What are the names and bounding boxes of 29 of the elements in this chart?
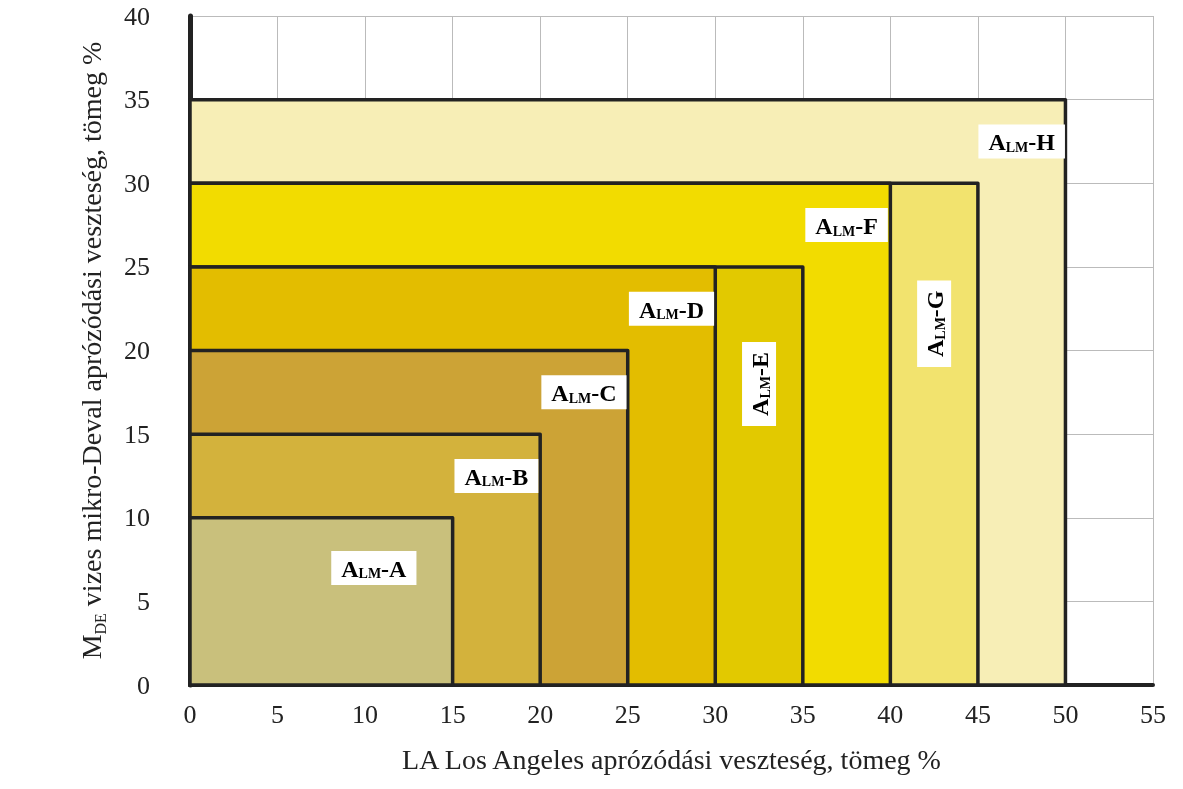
x-axis-title: LA Los Angeles aprózódási veszteség, tömeg % (402, 743, 941, 775)
y-tick-label: 40 (124, 1, 150, 31)
x-tick-label: 40 (877, 699, 904, 729)
y-tick-label: 35 (124, 85, 150, 115)
y-axis-title: MDE vizes mikro-Deval aprózódási veszteség, tömeg % (75, 41, 109, 660)
y-tick-label: 30 (124, 168, 150, 198)
x-tick-label: 5 (271, 699, 285, 729)
x-tick-label: 45 (964, 699, 991, 729)
x-tick-label: 15 (439, 699, 466, 729)
series-label: ALM-B (464, 463, 529, 490)
x-tick-label: 50 (1052, 699, 1079, 729)
series-label: ALM-A (341, 555, 408, 582)
x-tick-label: 0 (183, 699, 197, 729)
y-tick-label: 5 (137, 586, 150, 616)
x-tick-label: 30 (702, 699, 729, 729)
y-tick-label: 0 (137, 670, 150, 700)
y-tick-label: 10 (124, 503, 150, 533)
x-tick-label: 55 (1140, 699, 1166, 729)
x-tick-label: 25 (614, 699, 641, 729)
y-tick-label: 20 (124, 336, 150, 365)
y-tick-label: 25 (124, 252, 150, 282)
y-tick-label: 15 (124, 419, 150, 449)
series-label: ALM-D (638, 296, 705, 323)
x-tick-label: 35 (789, 699, 816, 729)
series-label: ALM-H (988, 129, 1056, 156)
x-tick-label: 10 (352, 699, 379, 729)
series-label: ALM-F (815, 213, 878, 240)
series-label: ALM-C (551, 380, 617, 407)
x-tick-label: 20 (527, 699, 554, 729)
